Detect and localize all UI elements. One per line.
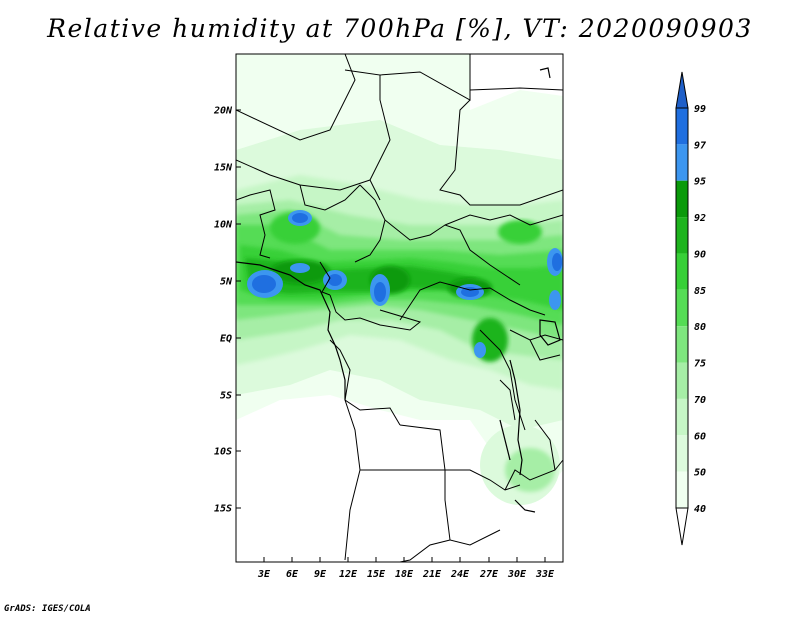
- colorbar-label: 95: [694, 177, 706, 188]
- coastline: [236, 67, 561, 513]
- colorbar-segment: [676, 217, 688, 254]
- lon-label: 12E: [339, 569, 358, 580]
- colorbar-segment: [676, 144, 688, 181]
- lat-label: 5N: [220, 277, 233, 288]
- humidity-fill: [236, 54, 563, 562]
- lon-label: 27E: [479, 569, 499, 580]
- colorbar-bottom-arrow: [675, 507, 689, 546]
- lon-label: 18E: [395, 569, 414, 580]
- colorbar-label: 60: [694, 431, 706, 442]
- lat-label: 15S: [214, 504, 232, 515]
- colorbar-segment: [676, 471, 688, 508]
- country-borders: [236, 54, 563, 562]
- lon-label: 15E: [367, 569, 386, 580]
- colorbar-label: 80: [694, 322, 706, 333]
- colorbar-label: 50: [694, 468, 706, 479]
- lon-label: 3E: [257, 569, 271, 580]
- colorbar-label: 75: [694, 359, 706, 370]
- colorbar-label: 92: [694, 213, 706, 224]
- colorbar-segment: [676, 253, 688, 290]
- lat-label: 5S: [220, 391, 232, 402]
- longitude-axis: 3E 6E 9E 12E 15E 18E 21E 24E 27E 30E 33E: [257, 557, 555, 580]
- colorbar-segment: [676, 326, 688, 363]
- lon-label: 21E: [422, 569, 442, 580]
- colorbar: 99 97 95 92 90 85 80 75 70 60 50 40: [675, 71, 706, 546]
- colorbar-segment: [676, 435, 688, 472]
- chart-title: Relative humidity at 700hPa [%], VT: 202…: [47, 14, 753, 43]
- lat-label: 10N: [214, 220, 233, 231]
- map-frame: [235, 53, 564, 563]
- lat-label: EQ: [220, 334, 232, 345]
- lat-label: 10S: [214, 447, 232, 458]
- latitude-axis: 20N 15N 10N 5N EQ 5S 10S 15S: [213, 106, 241, 515]
- colorbar-label: 70: [694, 395, 706, 406]
- lon-label: 30E: [507, 569, 527, 580]
- colorbar-label: 97: [694, 140, 706, 151]
- colorbar-label: 99: [694, 104, 706, 115]
- lat-label: 20N: [213, 106, 233, 117]
- grads-credit: GrADS: IGES/COLA: [4, 604, 91, 614]
- lon-label: 24E: [450, 569, 470, 580]
- lon-label: 9E: [314, 569, 327, 580]
- colorbar-label: 40: [694, 504, 706, 515]
- lon-label: 6E: [286, 569, 299, 580]
- colorbar-segment: [676, 289, 688, 327]
- lat-label: 15N: [214, 163, 233, 174]
- colorbar-segment: [676, 398, 688, 436]
- lon-label: 33E: [535, 569, 555, 580]
- colorbar-frame: [675, 107, 689, 509]
- colorbar-segment: [676, 362, 688, 399]
- colorbar-segment: [676, 180, 688, 218]
- colorbar-segment: [676, 108, 688, 145]
- colorbar-label: 90: [694, 249, 706, 260]
- colorbar-label: 85: [694, 286, 706, 297]
- colorbar-top-arrow: [675, 71, 689, 109]
